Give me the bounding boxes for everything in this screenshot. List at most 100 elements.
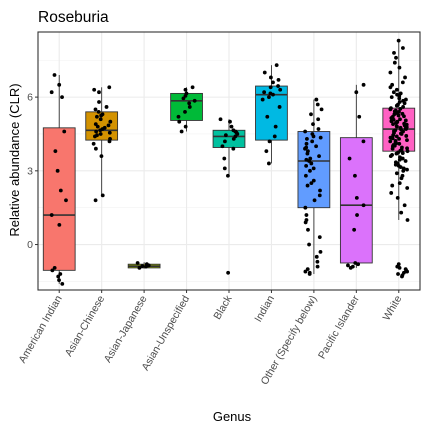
data-point [390,183,395,188]
data-point [305,267,310,272]
x-tick-label: Indian [252,293,277,324]
data-point [317,193,322,198]
data-point [399,210,404,215]
data-point [397,65,402,70]
data-point [106,123,111,128]
data-point [346,263,350,268]
data-point [278,87,283,92]
data-point [55,168,60,173]
data-point [306,149,310,154]
data-point [390,116,395,121]
data-point [361,139,366,144]
data-point [317,154,321,158]
data-point [306,227,310,232]
data-point [400,80,405,85]
data-point [226,270,231,275]
data-point [350,264,355,269]
data-point [271,80,275,85]
y-tick-label: 6 [27,92,33,104]
data-point [397,109,401,114]
data-point [388,139,393,144]
data-point [273,124,278,129]
data-point [102,125,107,130]
chart-title: Roseburia [38,9,109,26]
data-point [305,136,309,141]
data-point [311,166,316,171]
data-point [317,235,322,240]
data-point [57,222,62,227]
data-point [277,105,282,109]
data-point [394,134,399,139]
data-point [108,119,113,124]
data-point [311,178,316,183]
data-point [304,218,309,222]
y-tick-label: 0 [27,239,33,251]
data-point [272,134,277,139]
data-point [107,130,112,135]
data-point [405,186,410,190]
points-asian-unspecified [176,85,197,134]
x-tick-label: American Indian [16,293,64,365]
data-point [392,129,396,133]
box-american-indian [42,75,76,284]
data-point [99,154,104,158]
data-point [97,90,101,95]
data-point [314,254,319,259]
data-point [402,270,406,275]
data-point [304,141,309,146]
data-point [405,138,409,143]
data-point [107,85,112,90]
data-point [276,78,281,82]
data-point [93,146,98,151]
data-point [394,103,399,108]
data-point [183,109,187,114]
data-point [97,100,101,104]
data-point [179,129,184,134]
data-point [52,73,57,77]
data-point [308,168,312,173]
data-point [400,145,404,150]
data-point [388,70,393,75]
data-point [318,135,323,140]
data-point [353,261,358,265]
data-point [187,105,192,109]
data-point [52,265,57,270]
data-point [318,188,322,193]
data-point [401,98,406,103]
data-point [400,151,405,156]
data-point [231,146,236,151]
data-point [262,90,267,95]
plot-area: 0 3 6 American IndianAsian-ChineseAsian-Jap… [16,31,421,387]
box-other-specify-below- [297,99,331,275]
data-point [49,213,54,217]
data-point [56,274,61,279]
data-point [64,198,68,203]
data-point [404,134,409,138]
data-point [315,259,320,264]
data-point [352,227,357,232]
data-point [397,265,402,270]
data-point [404,268,409,273]
data-point [315,102,320,107]
data-point [398,91,403,96]
data-point [397,181,402,186]
data-point [399,127,403,132]
data-point [397,141,402,146]
data-point [228,119,232,124]
x-axis-title: Genus [213,409,252,424]
data-point [92,87,97,92]
data-point [397,136,401,141]
data-point [357,114,362,119]
data-point [401,105,405,109]
data-point [405,218,410,222]
data-point [396,262,401,267]
data-point [304,145,309,150]
data-point [319,107,324,112]
data-point [264,149,269,154]
data-point [137,265,142,270]
data-point [303,269,308,274]
points-white [388,38,410,279]
data-point [405,167,409,172]
data-point [311,122,315,127]
